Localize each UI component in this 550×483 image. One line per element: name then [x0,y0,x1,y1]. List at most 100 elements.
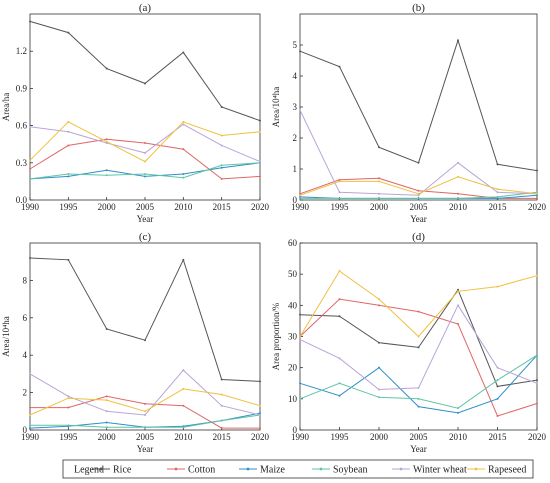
data-point-soybean [220,164,223,167]
y-tick-label: 0.6 [16,121,28,131]
data-point-rice [417,346,420,349]
data-point-soybean [105,174,108,177]
data-point-soybean [29,424,31,427]
data-point-rice [67,31,70,34]
legend-marker-cotton [174,467,178,471]
x-tick-label: 2010 [449,432,468,442]
data-point-maize [417,405,420,408]
panel-title: (a) [139,2,152,14]
data-point-rapeseed [338,270,341,273]
data-point-soybean [378,197,380,200]
data-point-rapeseed [259,404,261,407]
legend-marker-maize [246,467,250,471]
data-point-cotton [457,323,459,326]
series-line-rice [299,38,538,172]
y-tick-label: 0.9 [16,83,28,93]
data-point-winter-wheat [220,404,223,407]
x-tick-label: 1995 [59,432,78,442]
data-point-rice [496,163,499,166]
legend-marker-soybean [319,467,323,471]
data-point-soybean [220,419,223,422]
data-point-soybean [105,426,108,429]
series-line-maize [299,354,538,414]
data-point-maize [496,197,499,200]
data-point-maize [105,169,108,172]
data-point-maize [144,175,146,178]
data-point-winter-wheat [67,395,70,398]
x-axis-title: Year [137,444,154,454]
data-point-maize [378,366,380,369]
x-tick-label: 2015 [213,202,232,212]
x-tick-label: 1995 [331,202,350,212]
y-tick-label: 4 [293,71,298,81]
data-point-soybean [182,176,185,179]
panel-b: (b) 1990 1995 2000 2005 2010 2015 2020 Year 0 1 2 3 4… [271,2,547,224]
y-tick-label: 0.0 [16,195,28,205]
legend-marker-winter-wheat [399,467,403,471]
legend-label-rice: Rice [113,465,132,476]
data-point-winter-wheat [67,130,70,133]
panels: (a) 1990 1995 2000 2005 2010 2015 2020 Year 0.0 0.… [1,2,547,454]
data-point-rice [259,119,261,122]
data-point-rapeseed [105,399,108,402]
data-point-rapeseed [67,397,70,400]
data-point-soybean [144,426,146,429]
data-point-soybean [417,397,420,400]
y-tick-label: 30 [288,332,298,342]
legend-label-rapeseed: Rapeseed [488,465,526,476]
x-axis-title: Year [410,444,427,454]
data-point-winter-wheat [182,123,185,126]
x-tick-label: 1990 [21,202,40,212]
data-point-rice [299,50,301,53]
plot-frame [29,13,261,201]
data-point-rapeseed [378,298,380,301]
legend-label-maize: Maize [260,465,286,476]
panel-a: (a) 1990 1995 2000 2005 2010 2015 2020 Year 0.0 0.… [1,2,270,224]
series-line-rapeseed [29,121,261,163]
data-point-winter-wheat [259,160,261,163]
panel-title: (c) [139,231,152,243]
x-tick-label: 2020 [251,202,270,212]
data-point-winter-wheat [144,151,146,154]
data-point-rapeseed [182,120,185,123]
y-tick-label: 50 [288,269,298,279]
data-point-cotton [536,402,538,405]
y-tick-label: 0 [293,425,298,435]
legend-marker-rapeseed [474,467,478,471]
x-tick-label: 2000 [370,202,389,212]
data-point-soybean [536,354,538,357]
data-point-rapeseed [536,274,538,277]
data-point-cotton [338,298,341,301]
data-point-soybean [67,172,70,175]
series-line-rice [299,288,538,387]
y-tick-label: 0 [23,425,28,435]
data-point-rice [144,82,146,85]
data-point-soybean [536,191,538,194]
data-point-rice [378,146,380,149]
x-tick-label: 2015 [213,432,232,442]
data-point-cotton [417,189,420,192]
data-point-maize [338,394,341,397]
data-point-cotton [220,427,223,430]
x-tick-label: 2005 [136,432,155,442]
data-point-winter-wheat [144,414,146,417]
data-point-rice [220,378,223,381]
data-point-cotton [182,148,185,151]
series-line-winter-wheat [29,369,261,416]
data-point-rice [536,379,538,382]
data-point-winter-wheat [299,109,301,112]
data-point-soybean [496,195,499,198]
data-point-soybean [67,424,70,427]
x-tick-label: 2020 [528,202,547,212]
x-tick-label: 2010 [174,432,193,442]
y-tick-label: 8 [23,275,28,285]
x-tick-label: 1995 [59,202,78,212]
data-point-rapeseed [338,180,341,183]
data-point-cotton [105,138,108,141]
data-point-soybean [299,397,301,400]
y-tick-label: 6 [23,313,28,323]
data-point-rice [378,341,380,344]
data-point-rapeseed [220,134,223,137]
data-point-maize [67,175,70,178]
plot-frame [299,13,538,201]
